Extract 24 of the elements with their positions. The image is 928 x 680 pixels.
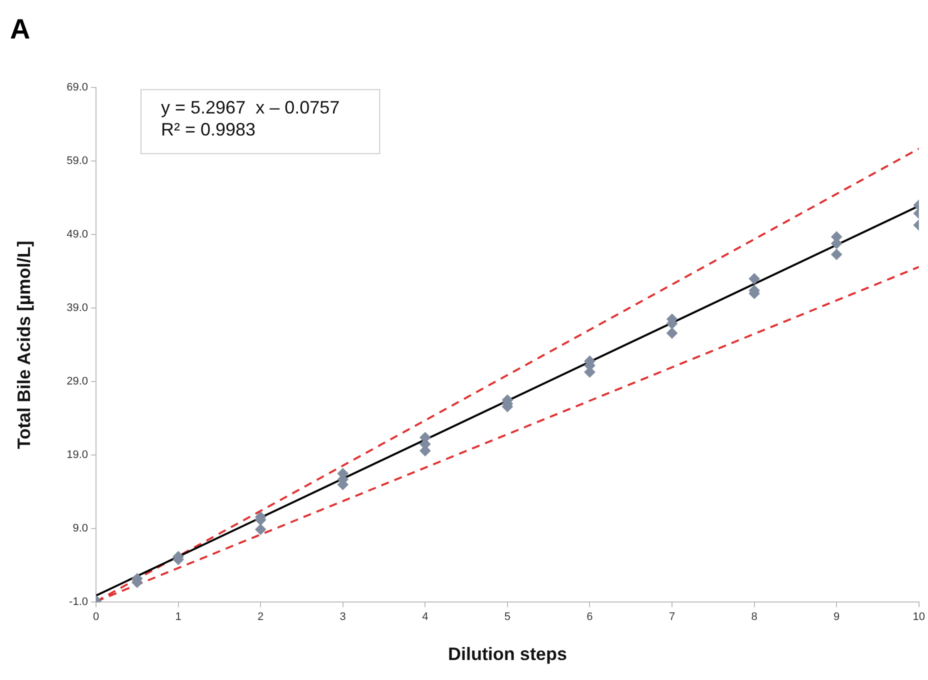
- x-tick-label: 1: [175, 610, 182, 623]
- x-tick-label: 4: [422, 610, 428, 623]
- y-tick-label: 59.0: [66, 155, 88, 168]
- y-tick-label: 29.0: [66, 376, 88, 388]
- annotation: y = 5.2967 x – 0.0757: [161, 98, 340, 118]
- x-tick-label: 6: [586, 610, 593, 623]
- y-tick-label: 9.0: [72, 522, 88, 535]
- x-tick-label: 2: [258, 610, 264, 623]
- x-tick-label: 10: [912, 610, 926, 623]
- x-axis-title: Dilution steps: [448, 644, 567, 664]
- annotation: R² = 0.9983: [161, 120, 256, 140]
- chart-title: A: [10, 14, 30, 45]
- y-tick-label: 19.0: [66, 449, 88, 462]
- x-tick-label: 7: [668, 610, 676, 623]
- y-tick-label: 69.0: [66, 82, 88, 94]
- x-tick-label: 5: [504, 610, 511, 623]
- y-tick-label: 39.0: [66, 302, 88, 314]
- x-tick-label: 9: [834, 610, 840, 623]
- y-axis-title: Total Bile Acids [µmol/L]: [14, 240, 34, 450]
- x-tick-label: 3: [340, 610, 346, 623]
- x-tick-label: 8: [751, 610, 758, 623]
- y-tick-label: 49.0: [66, 228, 88, 241]
- x-tick-label: 0: [92, 610, 100, 623]
- y-tick-label: -1.0: [69, 596, 88, 608]
